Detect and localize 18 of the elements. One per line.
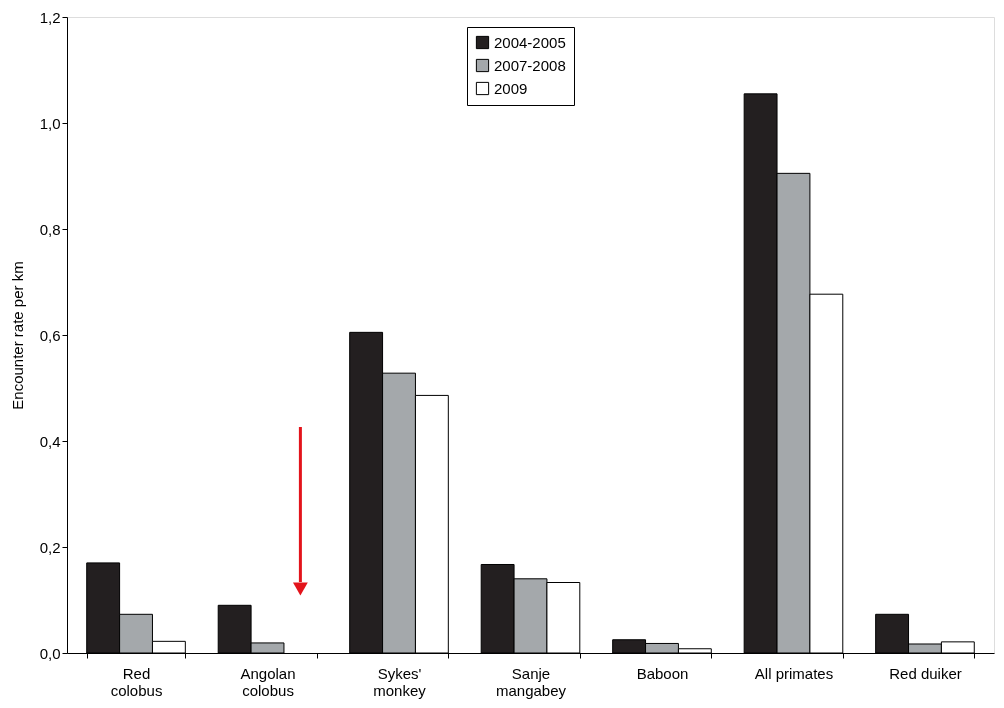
y-tick-label: 0,6 bbox=[39, 326, 61, 344]
y-tick-label: 0,2 bbox=[39, 538, 61, 556]
x-tick-label: Baboon bbox=[636, 664, 689, 682]
legend-label: 2007-2008 bbox=[494, 56, 566, 74]
y-tick-label: 0,0 bbox=[39, 644, 61, 662]
x-tick-label: Red duiker bbox=[889, 664, 962, 682]
x-tick-label: Red colobus bbox=[110, 664, 163, 699]
x-tick-label: Sykes' monkey bbox=[373, 664, 427, 699]
y-tick-label: 1,0 bbox=[39, 114, 61, 132]
x-tick-label: Sanje mangabey bbox=[495, 664, 567, 699]
legend-label: 2004-2005 bbox=[494, 33, 566, 51]
y-tick-label: 0,4 bbox=[39, 432, 61, 450]
y-tick-label: 0,8 bbox=[39, 220, 61, 238]
y-axis-title: Encounter rate per km bbox=[8, 261, 26, 410]
x-tick-label: Angolan colobus bbox=[240, 664, 296, 699]
legend-label: 2009 bbox=[494, 79, 528, 97]
x-tick-label: All primates bbox=[754, 664, 834, 682]
y-tick-label: 1,2 bbox=[39, 8, 61, 26]
